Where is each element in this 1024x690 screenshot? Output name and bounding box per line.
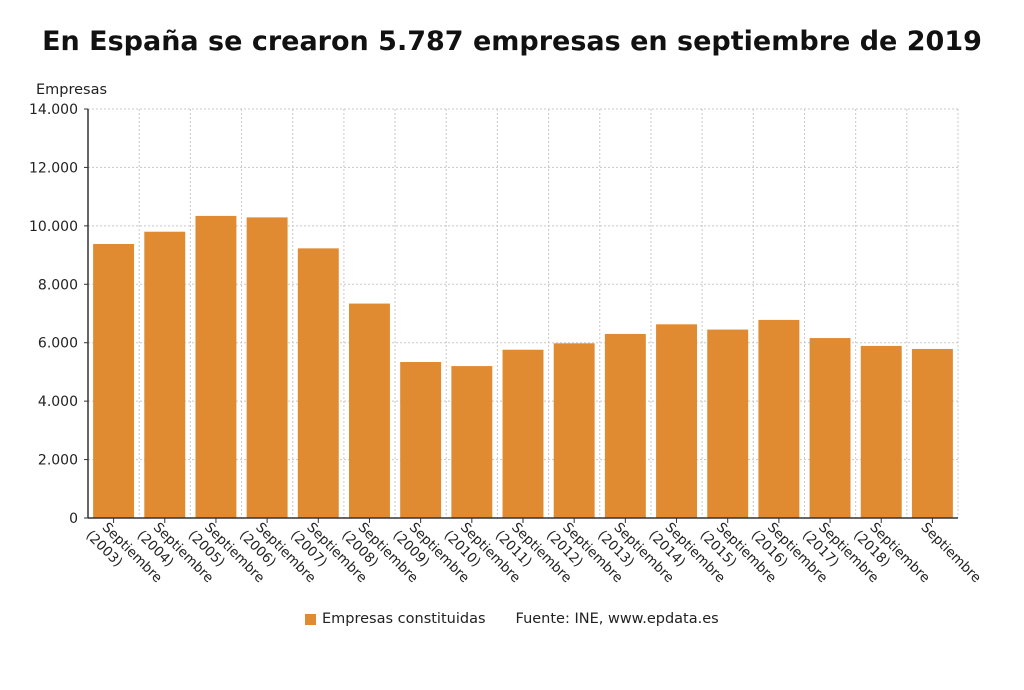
bar xyxy=(349,303,390,518)
bar xyxy=(93,243,135,518)
chart-title: En España se crearon 5.787 empresas en s… xyxy=(42,26,982,57)
bar xyxy=(656,324,697,518)
y-tick-label: 8.000 xyxy=(38,277,78,293)
y-tick-label: 0 xyxy=(69,511,78,527)
axes xyxy=(84,108,958,523)
y-tick-label: 4.000 xyxy=(38,394,78,410)
y-tick-label: 2.000 xyxy=(38,453,78,469)
bar xyxy=(604,333,646,518)
bar xyxy=(144,231,186,518)
bar xyxy=(297,248,339,518)
bar xyxy=(451,366,493,518)
bar xyxy=(911,348,953,518)
y-axis-title: Empresas xyxy=(36,82,107,98)
bar xyxy=(400,361,442,518)
y-tick-label: 6.000 xyxy=(38,336,78,352)
y-tick-label: 12.000 xyxy=(29,160,78,176)
bar xyxy=(502,349,544,518)
bar xyxy=(195,215,237,518)
source-note: Fuente: INE, www.epdata.es xyxy=(515,611,719,627)
bar xyxy=(758,319,800,518)
legend-label: Empresas constituidas xyxy=(322,611,486,627)
y-tick-label: 14.000 xyxy=(29,102,78,118)
y-tick-label: 10.000 xyxy=(29,219,78,235)
bar xyxy=(860,345,902,518)
bars xyxy=(93,215,953,518)
legend: Empresas constituidas Fuente: INE, www.e… xyxy=(305,608,719,630)
bar xyxy=(809,338,851,518)
bar xyxy=(707,329,749,518)
bar xyxy=(553,343,595,518)
legend-swatch xyxy=(305,613,316,625)
bar xyxy=(246,217,288,518)
